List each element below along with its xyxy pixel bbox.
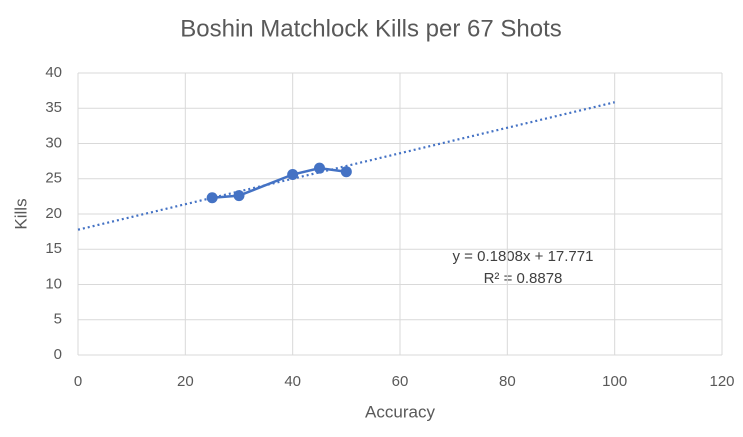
x-tick-label: 120 — [709, 373, 734, 390]
data-point — [233, 190, 245, 202]
trendline-equation: y = 0.1808x + 17.771 — [453, 248, 594, 265]
y-axis-title: Kills — [11, 198, 30, 229]
x-tick-label: 40 — [284, 373, 301, 390]
y-tick-label: 25 — [45, 170, 62, 187]
y-tick-label: 5 — [54, 311, 62, 328]
x-tick-label: 60 — [392, 373, 409, 390]
trendline-r-squared: R² = 0.8878 — [484, 270, 563, 287]
x-tick-label: 20 — [177, 373, 194, 390]
y-tick-label: 15 — [45, 240, 62, 257]
data-point — [340, 166, 352, 178]
x-tick-label: 0 — [74, 373, 82, 390]
trendline — [77, 101, 615, 231]
data-point — [314, 162, 325, 174]
x-tick-label: 100 — [602, 373, 627, 390]
x-axis-title: Accuracy — [365, 402, 435, 421]
data-point — [206, 192, 218, 204]
y-tick-label: 30 — [45, 134, 62, 151]
y-tick-label: 0 — [54, 346, 62, 363]
y-tick-label: 40 — [45, 64, 62, 81]
chart-title: Boshin Matchlock Kills per 67 Shots — [180, 15, 562, 42]
x-tick-label: 80 — [499, 373, 516, 390]
y-tick-label: 35 — [45, 99, 62, 116]
data-point — [287, 169, 299, 181]
y-tick-label: 10 — [45, 275, 62, 292]
y-tick-label: 20 — [45, 205, 62, 222]
